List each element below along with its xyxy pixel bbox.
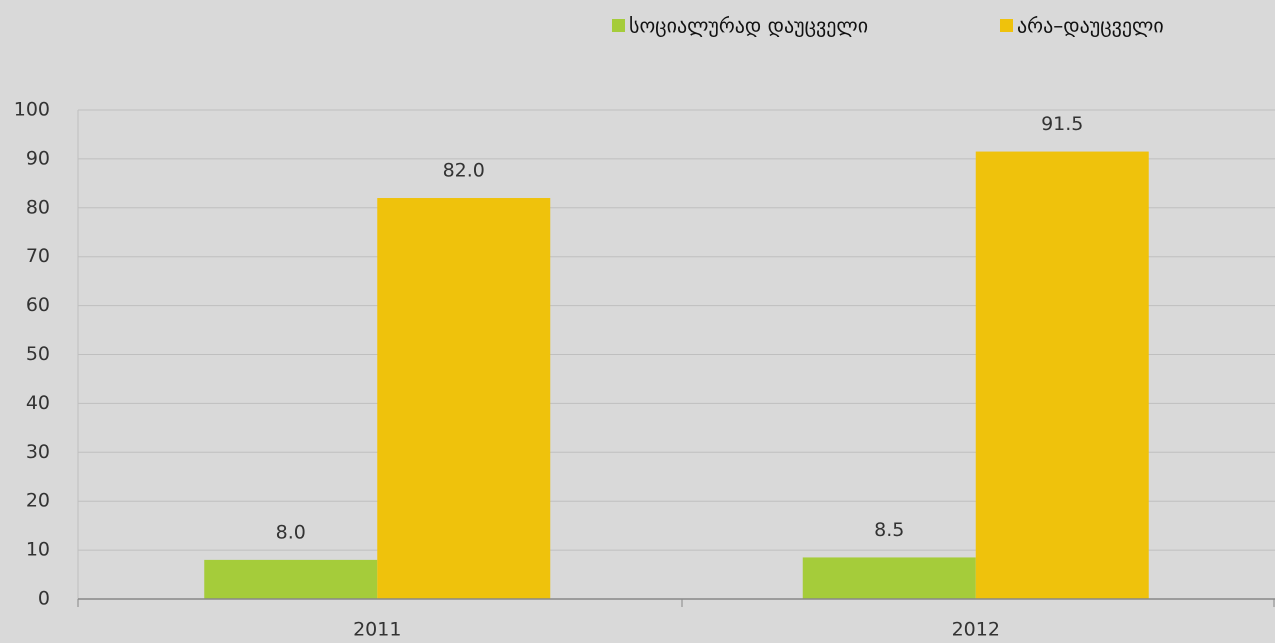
data-label: 82.0 (443, 160, 485, 182)
marks: 2011 8.0 82.0 2012 8.5 91.5 (204, 113, 1149, 641)
legend-label: არა–დაუცველი (1017, 14, 1164, 38)
data-label: 91.5 (1041, 113, 1083, 135)
data-label: 8.5 (874, 519, 904, 541)
bar (975, 151, 1149, 599)
x-tick-label: 2011 (353, 619, 401, 641)
bar (377, 198, 551, 599)
legend-swatch (1000, 19, 1013, 32)
bar (802, 557, 976, 599)
y-tick-label: 30 (26, 441, 50, 463)
y-tick-label: 40 (26, 392, 50, 414)
x-tick-label: 2012 (952, 619, 1000, 641)
y-tick-label: 0 (38, 588, 50, 610)
y-tick-label: 20 (26, 490, 50, 512)
y-tick-label: 100 (14, 99, 50, 121)
data-label: 8.0 (276, 521, 306, 543)
y-tick-label: 10 (26, 539, 50, 561)
legend-label: სოციალურად დაუცველი (629, 14, 868, 38)
legend-swatch (612, 19, 625, 32)
y-tick-label: 60 (26, 294, 50, 316)
y-tick-label: 50 (26, 343, 50, 365)
y-tick-label: 90 (26, 147, 50, 169)
y-tick-label: 80 (26, 196, 50, 218)
legend: სოციალურად დაუცველი არა–დაუცველი (612, 14, 1164, 38)
y-tick-label: 70 (26, 245, 50, 267)
bar (204, 559, 378, 599)
